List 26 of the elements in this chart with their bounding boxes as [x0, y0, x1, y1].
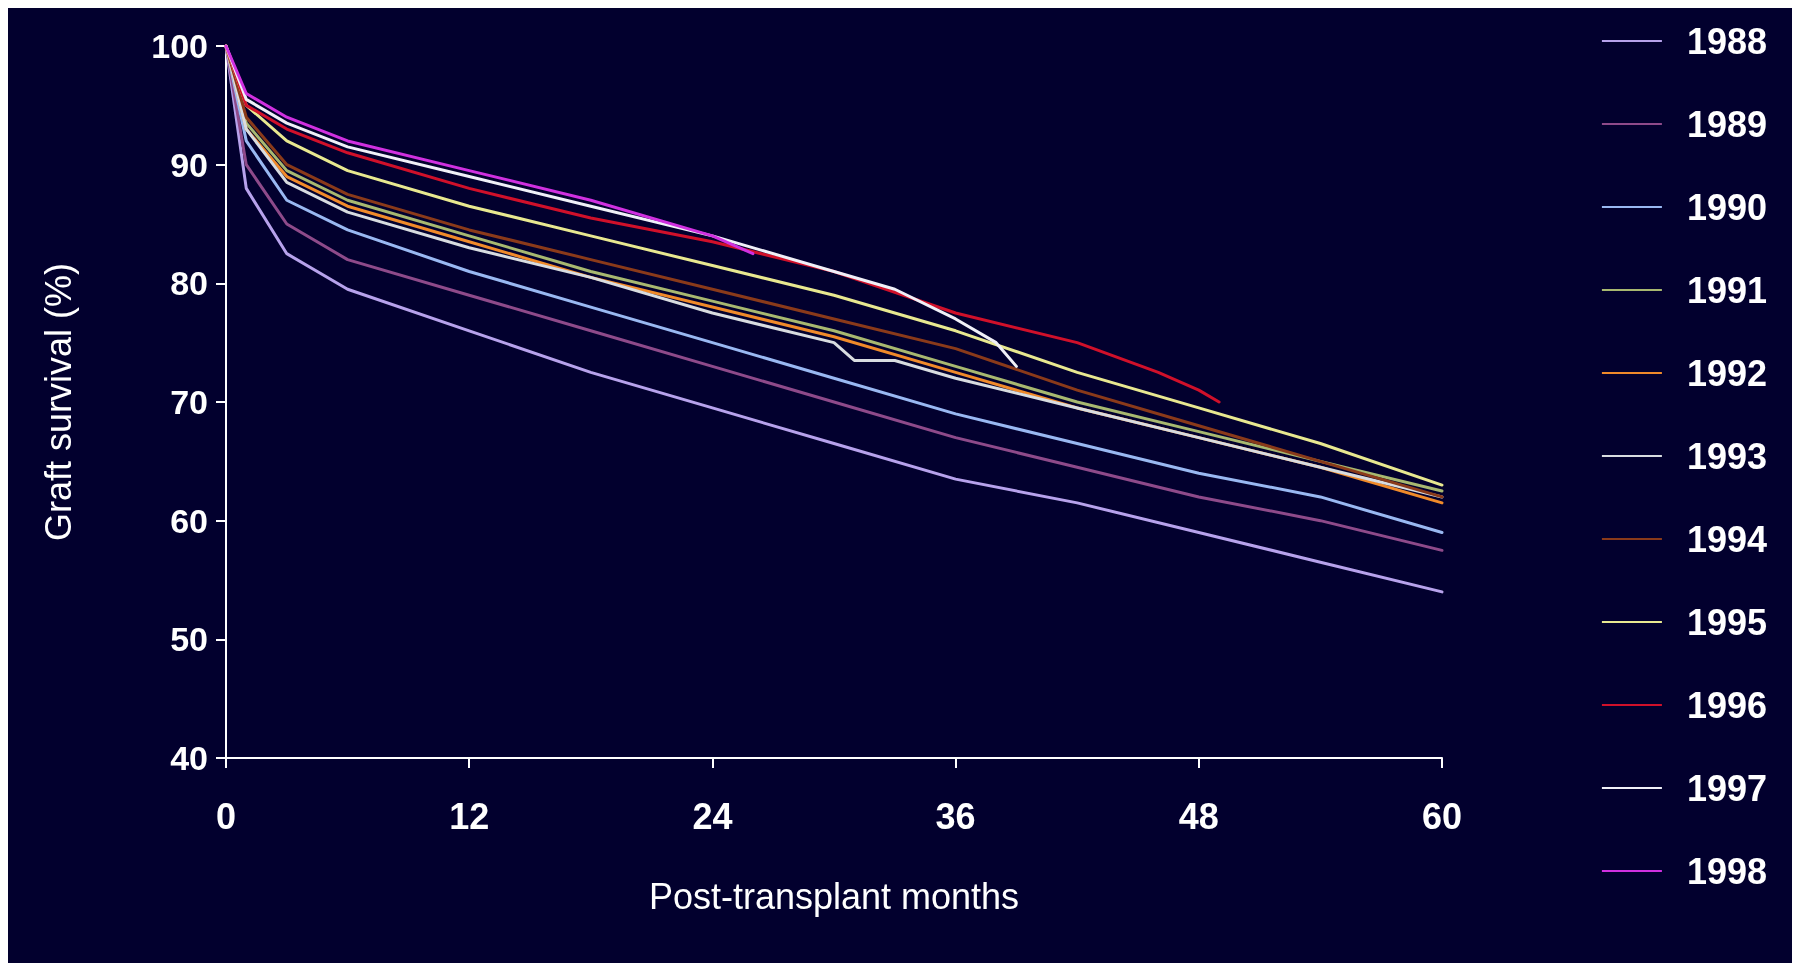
y-tick-label: 60	[170, 501, 208, 540]
x-tick-label: 60	[1421, 795, 1463, 837]
legend-label: 1991	[1686, 269, 1768, 311]
x-axis-title: Post-transplant months	[648, 875, 1020, 917]
legend-label: 1998	[1686, 850, 1768, 892]
x-tick-label: 36	[935, 795, 976, 837]
legend-label: 1997	[1686, 767, 1768, 809]
legend-label: 1990	[1686, 186, 1768, 228]
y-tick-label: 70	[170, 383, 208, 421]
x-tick-label: 12	[449, 795, 490, 837]
y-tick-label: 80	[170, 264, 208, 303]
y-tick-label: 40	[170, 739, 208, 777]
y-tick-label: 50	[170, 620, 208, 659]
y-tick-label: 90	[170, 145, 208, 184]
x-tick-label: 48	[1178, 795, 1219, 837]
legend-label: 1995	[1686, 601, 1768, 643]
legend-label: 1994	[1686, 518, 1768, 560]
legend-label: 1988	[1686, 20, 1768, 62]
y-tick-label: 100	[151, 27, 208, 65]
x-tick-label: 24	[692, 795, 733, 837]
legend-label: 1993	[1686, 435, 1768, 477]
legend-label: 1992	[1686, 352, 1768, 394]
legend-label: 1989	[1686, 103, 1768, 145]
y-axis-title: Graft survival (%)	[37, 262, 79, 542]
legend-label: 1996	[1686, 684, 1768, 726]
x-tick-label: 0	[215, 795, 237, 837]
